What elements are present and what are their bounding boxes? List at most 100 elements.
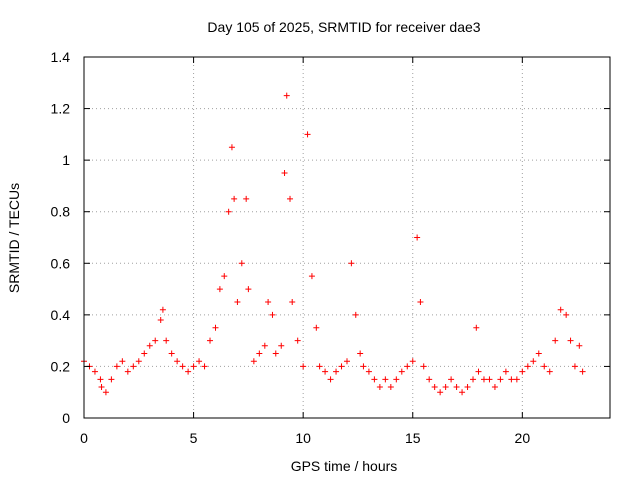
data-point [250,358,257,365]
y-tick-label: 0.8 [51,204,71,220]
data-point [91,368,98,375]
data-point [281,170,288,177]
data-point [313,324,320,331]
data-point [265,298,272,305]
data-point [563,311,570,318]
data-point [289,298,296,305]
data-point [502,368,509,375]
data-point [571,363,578,370]
data-point [530,358,537,365]
data-point [228,144,235,151]
data-point [130,363,137,370]
data-point [201,363,208,370]
y-tick-label: 1.4 [51,49,71,65]
data-point [124,368,131,375]
data-point [442,384,449,391]
data-point [238,260,245,267]
y-tick-label: 0.2 [51,358,71,374]
y-tick-label: 1 [62,152,70,168]
chart-title: Day 105 of 2025, SRMTID for receiver dae… [207,19,480,35]
data-point [212,324,219,331]
data-point [459,389,466,396]
data-point [272,350,279,357]
data-point [387,384,394,391]
data-point [190,363,197,370]
data-point [135,358,142,365]
data-point [159,306,166,313]
data-point [225,208,232,215]
data-point [365,368,372,375]
data-point [163,337,170,344]
data-point [470,376,477,383]
data-point [475,368,482,375]
data-point [256,350,263,357]
data-point [491,384,498,391]
y-tick-label: 0 [62,410,70,426]
x-tick-label: 10 [295,430,311,446]
data-point [513,376,520,383]
data-point [333,368,340,375]
data-point [278,342,285,349]
data-point [157,317,164,324]
data-point [576,342,583,349]
data-point [348,260,355,267]
plot-frame [83,56,611,419]
data-point [283,92,290,99]
data-point [231,195,238,202]
data-point [108,376,115,383]
axis-ticks: 0 5 10 15 20 0 0.2 0.4 0.6 0.8 1 1.2 1.4 [51,49,610,446]
data-point [360,363,367,370]
data-point [357,350,364,357]
data-point [409,358,416,365]
data-point [480,376,487,383]
data-point [304,131,311,138]
data-point [261,342,268,349]
data-point [552,337,559,344]
data-point [546,368,553,375]
data-point [344,358,350,365]
data-point [393,376,400,383]
data-point [448,376,455,383]
data-point [524,363,531,370]
data-point [508,376,515,383]
data-point [376,384,383,391]
data-point [382,376,389,383]
data-point [308,273,315,280]
data-point [113,363,120,370]
data-point [316,363,323,370]
x-tick-label: 15 [405,430,421,446]
data-point [221,273,228,280]
data-point [269,311,276,318]
data-point [417,298,424,305]
data-point [535,350,542,357]
data-point [352,311,359,318]
data-point [216,286,223,293]
x-axis-label: GPS time / hours [291,458,398,474]
data-point [174,358,181,365]
data-point [102,389,109,396]
data-point [141,350,148,357]
data-point [97,376,104,383]
data-point [245,286,252,293]
data-point [426,376,433,383]
data-point [464,384,471,391]
data-point [486,376,493,383]
data-point [579,368,586,375]
data-point [338,363,345,370]
data-point [185,368,192,375]
data-point [196,358,203,365]
data-point [557,306,564,313]
data-point [98,384,105,391]
data-points [81,92,586,396]
data-point [497,376,504,383]
data-point [431,384,438,391]
data-point [473,324,480,331]
data-point [146,342,153,349]
data-point [453,384,460,391]
data-point [179,363,186,370]
data-point [420,363,427,370]
x-tick-label: 0 [80,430,88,446]
data-point [414,234,421,241]
data-point [243,195,250,202]
